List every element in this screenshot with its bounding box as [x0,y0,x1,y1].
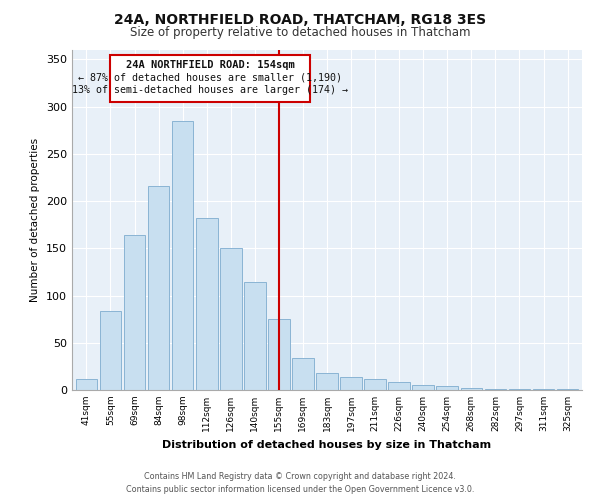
Text: Contains HM Land Registry data © Crown copyright and database right 2024.
Contai: Contains HM Land Registry data © Crown c… [126,472,474,494]
Bar [557,389,578,390]
Bar [268,319,290,390]
Bar [172,121,193,390]
Bar [316,373,338,390]
Y-axis label: Number of detached properties: Number of detached properties [31,138,40,302]
Bar [292,358,314,390]
Text: ← 87% of detached houses are smaller (1,190): ← 87% of detached houses are smaller (1,… [79,72,343,83]
Bar [124,235,145,390]
Bar [244,282,266,390]
Bar [340,377,362,390]
Bar [220,248,242,390]
Text: 24A, NORTHFIELD ROAD, THATCHAM, RG18 3ES: 24A, NORTHFIELD ROAD, THATCHAM, RG18 3ES [114,12,486,26]
Bar [100,310,121,390]
Bar [533,389,554,390]
Text: 24A NORTHFIELD ROAD: 154sqm: 24A NORTHFIELD ROAD: 154sqm [126,60,295,70]
Bar [148,186,169,390]
Text: 13% of semi-detached houses are larger (174) →: 13% of semi-detached houses are larger (… [73,85,349,95]
FancyBboxPatch shape [110,54,310,102]
Bar [364,378,386,390]
Text: Size of property relative to detached houses in Thatcham: Size of property relative to detached ho… [130,26,470,39]
Bar [412,386,434,390]
Bar [388,382,410,390]
X-axis label: Distribution of detached houses by size in Thatcham: Distribution of detached houses by size … [163,440,491,450]
Bar [485,389,506,390]
Bar [436,386,458,390]
Bar [76,378,97,390]
Bar [196,218,218,390]
Bar [509,389,530,390]
Bar [461,388,482,390]
